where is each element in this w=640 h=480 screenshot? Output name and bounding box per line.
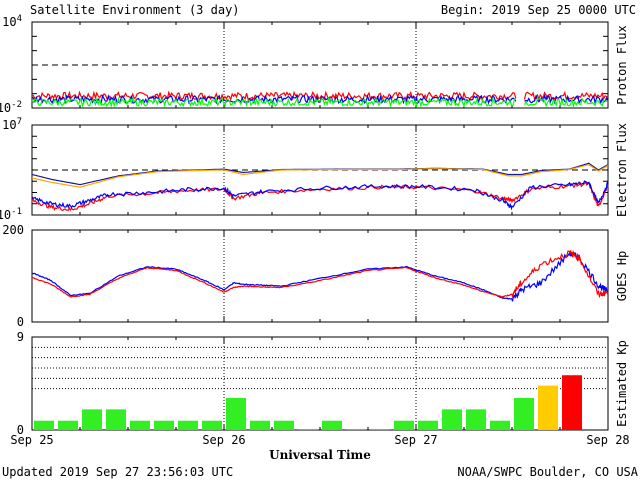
kp-bar-8 <box>226 397 246 430</box>
kp-bar-14 <box>370 428 390 430</box>
panel-1-ylabel: Electron Flux <box>615 123 629 217</box>
x-axis-label: Universal Time <box>269 448 371 462</box>
x-tick-label-0: Sep 25 <box>10 433 53 447</box>
kp-bar-12 <box>322 420 342 430</box>
panel-2-series-blue <box>31 250 609 302</box>
x-tick-label-1: Sep 26 <box>202 433 245 447</box>
proton-series-green-0 <box>31 96 517 109</box>
kp-bar-18 <box>466 409 486 430</box>
panel-3-ytick-label-1: 9 <box>17 330 24 344</box>
kp-bar-10 <box>274 420 294 430</box>
updated-timestamp: Updated 2019 Sep 27 23:56:03 UTC <box>2 465 233 479</box>
kp-bar-4 <box>130 420 150 430</box>
kp-bar-3 <box>106 409 126 430</box>
kp-bar-16 <box>418 420 438 430</box>
kp-bar-13 <box>346 428 366 430</box>
x-tick-label-3: Sep 28 <box>586 433 629 447</box>
panel-1-ytick-label: 10-1 <box>0 207 22 222</box>
credit-label: NOAA/SWPC Boulder, CO USA <box>457 465 638 479</box>
kp-bar-9 <box>250 420 270 430</box>
panel-3-ytick-label-0: 0 <box>17 423 24 437</box>
panel-1-series-navy <box>31 162 609 186</box>
panel-2-series-red <box>31 249 609 299</box>
kp-bar-7 <box>202 420 222 430</box>
panel-0-ytick-label: 10-2 <box>0 100 22 115</box>
kp-bar-15 <box>394 420 414 430</box>
panel-2-ylabel: GOES Hp <box>615 251 629 302</box>
kp-bar-22 <box>562 375 582 430</box>
proton-series-green-1 <box>523 97 609 109</box>
panel-1-ytick-label: 107 <box>2 117 22 132</box>
kp-bar-21 <box>538 385 558 430</box>
kp-bar-19 <box>490 420 510 430</box>
kp-bar-2 <box>82 409 102 430</box>
kp-bar-5 <box>154 420 174 430</box>
kp-bar-17 <box>442 409 462 430</box>
x-tick-label-2: Sep 27 <box>394 433 437 447</box>
panel-3-ylabel: Estimated Kp <box>615 340 629 427</box>
chart-title: Satellite Environment (3 day) <box>30 3 240 17</box>
panel-2-ytick-label-0: 0 <box>17 315 24 329</box>
panel-1-series-blue <box>31 180 609 211</box>
proton-series-blue-0 <box>31 94 517 105</box>
panel-2-ytick-label-1: 200 <box>2 223 24 237</box>
kp-bar-11 <box>298 428 318 430</box>
kp-bar-6 <box>178 420 198 430</box>
panel-0-ylabel: Proton Flux <box>615 25 629 104</box>
panel-1-series-red <box>31 181 609 212</box>
begin-timestamp: Begin: 2019 Sep 25 0000 UTC <box>441 3 636 17</box>
panel-0-ytick-label: 104 <box>2 14 22 29</box>
panel-0-frame <box>31 21 609 109</box>
panel-1-series-orange <box>31 163 609 188</box>
kp-bar-1 <box>58 420 78 430</box>
kp-bar-20 <box>514 397 534 430</box>
kp-bar-0 <box>34 420 54 430</box>
